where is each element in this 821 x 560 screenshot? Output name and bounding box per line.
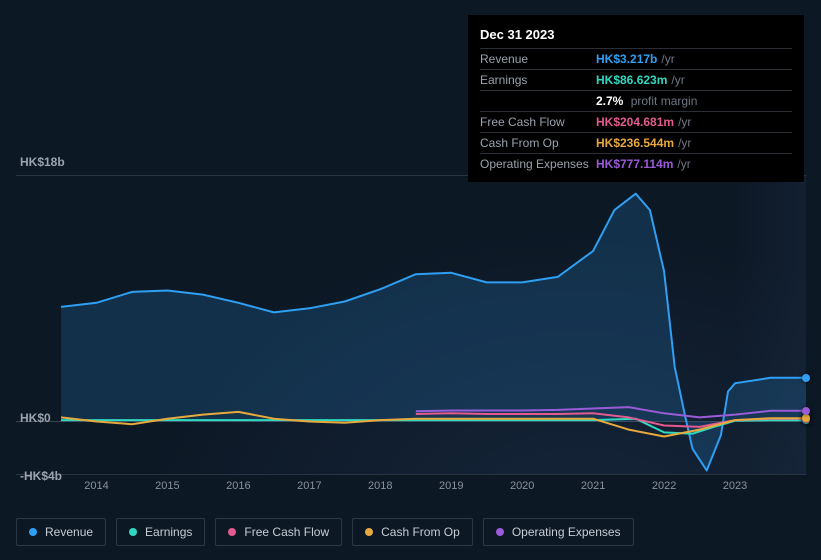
x-tick-label: 2021 (581, 480, 605, 492)
x-tick-label: 2016 (226, 480, 250, 492)
tooltip-metric-value: HK$3.217b/yr (596, 52, 675, 66)
legend-item-revenue[interactable]: Revenue (16, 518, 106, 546)
chart-series-svg (61, 176, 806, 476)
chart-legend: Revenue Earnings Free Cash Flow Cash From O… (16, 518, 634, 546)
series-end-dot (802, 414, 810, 422)
x-tick-label: 2015 (155, 480, 179, 492)
series-end-dot (802, 407, 810, 415)
tooltip-row: EarningsHK$86.623m/yr (480, 70, 792, 91)
tooltip-metric-label: Revenue (480, 52, 596, 66)
legend-label: Revenue (45, 525, 93, 539)
tooltip-metric-value: HK$236.544m/yr (596, 136, 691, 150)
legend-item-earnings[interactable]: Earnings (116, 518, 205, 546)
tooltip-empty-label (480, 94, 596, 108)
tooltip-row-extra: 2.7% profit margin (480, 91, 792, 112)
plot-area[interactable]: HK$0 (16, 175, 806, 475)
tooltip-row: RevenueHK$3.217b/yr (480, 49, 792, 70)
legend-label: Free Cash Flow (244, 525, 329, 539)
tooltip-metric-label: Operating Expenses (480, 157, 596, 171)
x-tick-label: 2019 (439, 480, 463, 492)
x-tick-label: 2018 (368, 480, 392, 492)
legend-item-free-cash-flow[interactable]: Free Cash Flow (215, 518, 342, 546)
legend-dot-icon (496, 528, 504, 536)
y-axis-zero-label: HK$0 (20, 411, 51, 425)
data-tooltip: Dec 31 2023 RevenueHK$3.217b/yrEarningsH… (468, 15, 804, 182)
tooltip-rows: RevenueHK$3.217b/yrEarningsHK$86.623m/yr… (480, 49, 792, 174)
legend-label: Earnings (145, 525, 192, 539)
x-tick-label: 2020 (510, 480, 534, 492)
legend-dot-icon (29, 528, 37, 536)
x-tick-label: 2022 (652, 480, 676, 492)
y-axis-bottom-label: -HK$4b (20, 469, 62, 483)
legend-label: Cash From Op (381, 525, 460, 539)
tooltip-metric-label: Free Cash Flow (480, 115, 596, 129)
tooltip-date: Dec 31 2023 (480, 23, 792, 49)
legend-dot-icon (365, 528, 373, 536)
tooltip-row: Cash From OpHK$236.544m/yr (480, 133, 792, 154)
tooltip-row: Operating ExpensesHK$777.114m/yr (480, 154, 792, 174)
legend-dot-icon (129, 528, 137, 536)
legend-item-operating-expenses[interactable]: Operating Expenses (483, 518, 634, 546)
series-end-dot (802, 374, 810, 382)
x-tick-label: 2014 (84, 480, 108, 492)
financial-chart: HK$18b HK$0 -HK$4b 201420152016201720182… (16, 155, 806, 515)
legend-label: Operating Expenses (512, 525, 621, 539)
tooltip-extra-value: 2.7% profit margin (596, 94, 697, 108)
tooltip-metric-value: HK$86.623m/yr (596, 73, 685, 87)
y-axis-top-label: HK$18b (20, 155, 65, 169)
legend-item-cash-from-op[interactable]: Cash From Op (352, 518, 473, 546)
tooltip-metric-label: Earnings (480, 73, 596, 87)
tooltip-metric-label: Cash From Op (480, 136, 596, 150)
tooltip-metric-value: HK$777.114m/yr (596, 157, 691, 171)
tooltip-metric-value: HK$204.681m/yr (596, 115, 691, 129)
legend-dot-icon (228, 528, 236, 536)
tooltip-row: Free Cash FlowHK$204.681m/yr (480, 112, 792, 133)
series-area-revenue (61, 194, 806, 471)
x-axis-ticks: 2014 2015 2016 2017 2018 2019 2020 2021 2022 2023 (61, 480, 806, 500)
x-tick-label: 2017 (297, 480, 321, 492)
x-tick-label: 2023 (723, 480, 747, 492)
